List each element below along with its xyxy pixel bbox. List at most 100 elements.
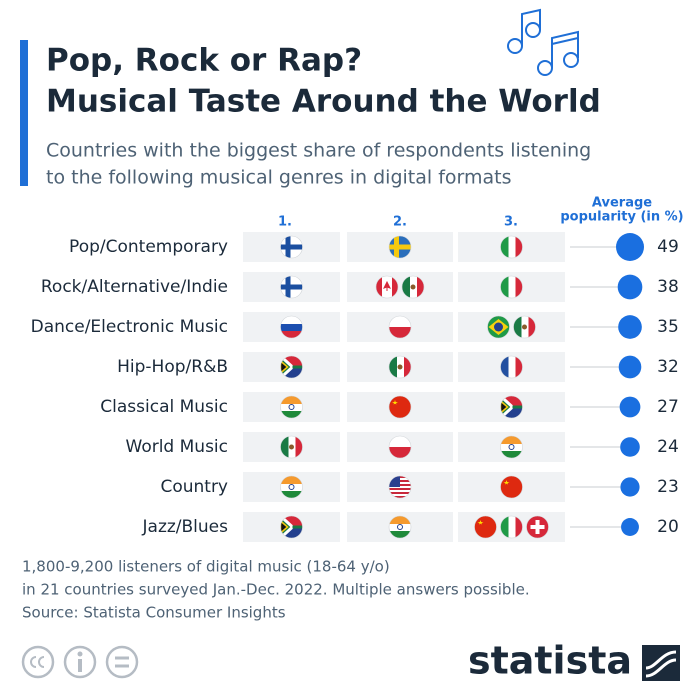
flag-part (389, 488, 411, 490)
accent-bar (20, 40, 28, 186)
flag (388, 435, 412, 459)
flag-part (389, 476, 400, 487)
flag (280, 395, 303, 419)
flag-part (389, 356, 397, 378)
value-heading: Average (592, 196, 652, 211)
flag-part (397, 364, 403, 370)
flag (388, 515, 412, 539)
flag-art (526, 516, 549, 538)
flag-part (402, 276, 410, 298)
flag-part (280, 436, 289, 458)
flag (388, 475, 412, 499)
flag-ring (388, 315, 412, 339)
flag-ring (487, 315, 510, 339)
category-label: Jazz/Blues (142, 517, 229, 537)
footnote: 1,800-9,200 listeners of digital music (… (22, 558, 390, 576)
flag-part (389, 516, 411, 524)
flag-art (280, 236, 303, 258)
flag-part (280, 411, 303, 418)
flag-ring (526, 515, 549, 539)
logo-mark (642, 645, 680, 681)
flag-art (389, 236, 411, 258)
value-heading: popularity (in %) (560, 210, 683, 225)
flag-art (280, 476, 303, 498)
flag-art (500, 356, 523, 378)
flag-part (280, 331, 303, 338)
flag-ring (280, 395, 303, 419)
category-label: Country (160, 477, 228, 497)
flag-part (292, 525, 303, 529)
flag-part (280, 316, 303, 324)
flag-part (503, 480, 510, 485)
flag-ring (500, 475, 523, 499)
flag-art (280, 436, 303, 458)
flag-part (280, 527, 303, 538)
flag-art (280, 276, 303, 298)
flag-part (288, 484, 295, 490)
subtitle-line: Countries with the biggest share of resp… (46, 140, 591, 162)
flag-ring (280, 475, 303, 499)
flag-ring (401, 275, 425, 299)
flag-part (508, 236, 516, 258)
flag (280, 235, 303, 259)
flag-part (515, 356, 523, 378)
flag-ring (500, 395, 523, 419)
flag-part (477, 520, 484, 525)
bubble (619, 396, 641, 418)
value-label: 23 (657, 477, 679, 497)
flag-art (280, 356, 303, 378)
flag-part (500, 396, 523, 407)
title-line: Musical Taste Around the World (46, 84, 601, 120)
flag-part (389, 327, 411, 338)
value-label: 24 (657, 437, 679, 457)
cell (347, 272, 453, 302)
flag-part (280, 356, 303, 367)
value-label: 20 (657, 517, 679, 537)
value-label: 27 (657, 397, 679, 417)
flag-part (410, 284, 416, 290)
flag-part (280, 404, 303, 411)
flag-ring (280, 435, 303, 459)
flag-ring (500, 275, 523, 299)
flag-ring (388, 515, 412, 539)
flag-part (515, 276, 523, 298)
flag-ring (388, 395, 412, 419)
category-label: Pop/Contemporary (69, 237, 228, 257)
flag-part (508, 516, 516, 538)
flag-part (512, 405, 523, 409)
flag-ring (388, 355, 412, 379)
flag-ring (388, 435, 412, 459)
flag-part (389, 244, 411, 250)
category-label: Rock/Alternative/Indie (41, 277, 228, 297)
flag (513, 315, 536, 339)
flag-part (280, 476, 303, 484)
flag-art (389, 516, 411, 538)
flag-part (389, 492, 411, 494)
flag-part (280, 324, 303, 331)
flag (280, 475, 303, 499)
column-header: 3. (504, 215, 518, 230)
flag-part (515, 516, 523, 538)
flag-part (494, 322, 503, 332)
flag-art (500, 476, 523, 498)
title-line: Pop, Rock or Rap? (46, 43, 362, 79)
flag (388, 395, 412, 419)
flag (474, 515, 497, 539)
flag-art (376, 276, 398, 298)
flag-art (500, 236, 523, 258)
flag (280, 515, 303, 539)
flag-part (500, 516, 509, 538)
flag-part (295, 436, 303, 458)
flag (401, 275, 425, 299)
flag-part (417, 276, 424, 298)
flag-part (280, 396, 303, 404)
flag-part (392, 276, 398, 298)
flag-art (500, 436, 523, 458)
flag (500, 515, 523, 539)
column-header: 2. (393, 215, 407, 230)
flag (388, 315, 412, 339)
flag (526, 515, 549, 539)
value-label: 32 (657, 357, 679, 377)
flag-part (500, 356, 509, 378)
flag-part (522, 324, 527, 330)
